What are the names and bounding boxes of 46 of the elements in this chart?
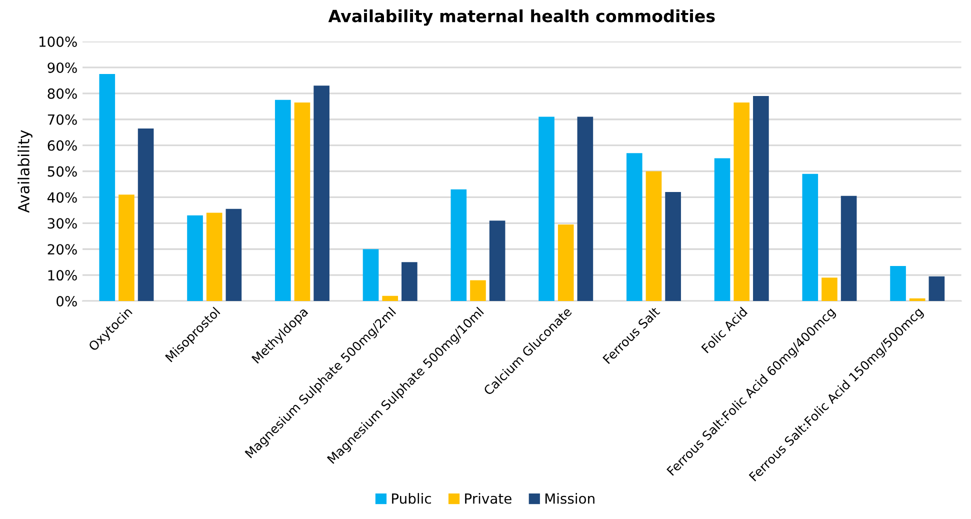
y-tick-label: 10% [48,270,77,281]
bar [274,100,291,302]
y-tick-label: 50% [48,166,77,177]
bar [294,102,310,302]
bar [909,298,926,302]
bar [402,262,418,302]
bar [734,102,750,302]
bar [206,212,222,302]
bar [753,96,769,302]
chart-title: Availability maternal health commodities [328,9,715,26]
bar [558,224,574,302]
bar [665,192,681,302]
y-axis-title: Availability [18,130,32,213]
bar [382,296,398,302]
bar [450,189,467,302]
bar [362,249,379,302]
bar [626,153,642,302]
bar [802,174,818,302]
bar [226,208,242,302]
y-tick-label: 30% [48,218,77,229]
bar [118,194,134,302]
legend-label: Mission [545,493,594,504]
bar [890,266,906,302]
legend-label: Private [465,493,512,504]
bar [840,196,857,302]
legend-label: Public [392,493,431,504]
bar [187,215,203,302]
bar [646,171,662,302]
bar [538,116,554,302]
bar [928,276,945,302]
bar [99,74,116,302]
y-tick-label: 60% [48,140,77,151]
y-tick-label: 40% [47,192,77,203]
y-tick-label: 90% [48,62,77,73]
bar [138,128,154,302]
bar [314,86,330,302]
y-tick-label: 0% [56,296,77,306]
y-tick-label: 80% [48,88,77,99]
bar [714,158,730,302]
y-tick-label: 70% [48,114,77,125]
bar [470,280,486,302]
bar [489,220,506,302]
bar [577,116,594,302]
y-tick-label: 20% [48,244,77,255]
y-tick-label: 100% [39,36,77,47]
bar [822,278,838,302]
